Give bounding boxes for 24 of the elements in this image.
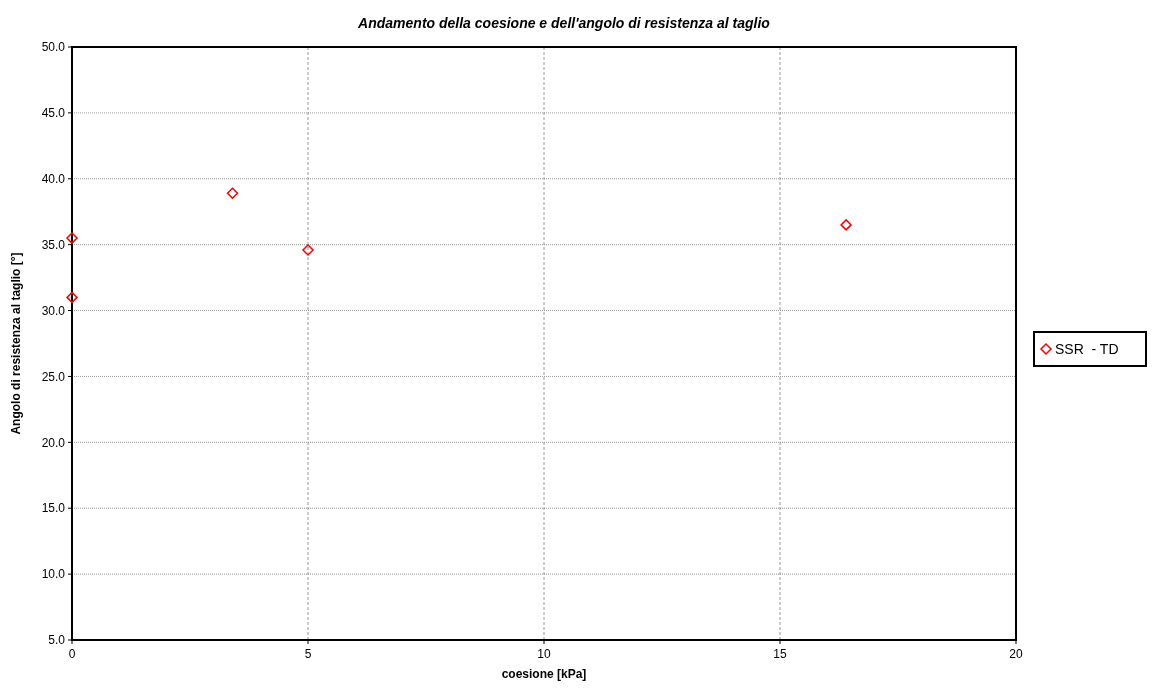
y-tick-label: 20.0 [41, 435, 66, 450]
point [226, 187, 239, 200]
y-tick-label: 5.0 [48, 633, 66, 648]
legend-label: SSR - TD [1055, 340, 1119, 357]
y-tick-label: 30.0 [41, 303, 66, 318]
x-tick-label: 20 [1009, 647, 1023, 661]
x-tick-label: 15 [773, 647, 787, 661]
y-axis-title: Angolo di resistenza al taglio [°] [9, 252, 23, 435]
x-axis-title: coesione [kPa] [501, 667, 587, 681]
y-tick-label: 35.0 [41, 237, 66, 252]
point [302, 244, 314, 256]
x-tick-label: 0 [68, 647, 76, 661]
y-tick-label: 40.0 [41, 171, 66, 186]
y-tick-label: 25.0 [41, 369, 66, 384]
y-tick-label: 45.0 [41, 106, 66, 121]
chart-title: Andamento della coesione e dell'angolo di resistenza al taglio [357, 15, 771, 31]
point [840, 219, 852, 231]
point [66, 232, 78, 244]
x-tick-label: 10 [537, 647, 551, 661]
y-tick-label: 10.0 [41, 567, 66, 582]
y-tick-label: 15.0 [41, 501, 66, 516]
x-tick-label: 5 [304, 647, 312, 661]
point [66, 291, 78, 304]
y-tick-label: 50.0 [41, 40, 66, 55]
